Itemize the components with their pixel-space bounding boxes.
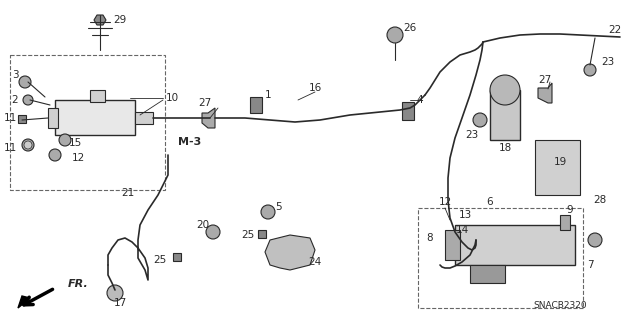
Polygon shape xyxy=(18,296,30,308)
Text: 26: 26 xyxy=(403,23,417,33)
Circle shape xyxy=(19,76,31,88)
Circle shape xyxy=(588,233,602,247)
Text: 10: 10 xyxy=(165,93,179,103)
Text: 28: 28 xyxy=(593,195,607,205)
Bar xyxy=(173,253,181,261)
Circle shape xyxy=(49,149,61,161)
Text: 3: 3 xyxy=(12,70,19,80)
Text: 23: 23 xyxy=(465,130,479,140)
Circle shape xyxy=(24,141,32,149)
Text: 7: 7 xyxy=(587,260,593,270)
Text: 16: 16 xyxy=(308,83,322,93)
Text: 18: 18 xyxy=(499,143,511,153)
Bar xyxy=(55,100,135,135)
Bar xyxy=(250,97,262,113)
Bar xyxy=(135,112,153,124)
Text: 25: 25 xyxy=(154,255,166,265)
Bar xyxy=(490,90,520,140)
Bar xyxy=(455,225,575,265)
Text: 4: 4 xyxy=(417,95,423,105)
Text: 21: 21 xyxy=(122,188,134,198)
Text: 13: 13 xyxy=(458,210,472,220)
Bar xyxy=(470,265,505,283)
Bar xyxy=(90,90,105,102)
Circle shape xyxy=(261,205,275,219)
Text: M-3: M-3 xyxy=(178,137,201,147)
Polygon shape xyxy=(94,15,106,25)
Circle shape xyxy=(584,64,596,76)
Text: 17: 17 xyxy=(113,298,127,308)
Circle shape xyxy=(206,225,220,239)
Circle shape xyxy=(490,75,520,105)
Polygon shape xyxy=(538,83,552,103)
Circle shape xyxy=(107,285,123,301)
Circle shape xyxy=(473,113,487,127)
Text: FR.: FR. xyxy=(68,279,89,289)
Polygon shape xyxy=(202,108,215,128)
Bar xyxy=(418,208,583,308)
Circle shape xyxy=(59,134,71,146)
Circle shape xyxy=(23,95,33,105)
Bar xyxy=(535,140,580,195)
Text: 14: 14 xyxy=(456,225,468,235)
Circle shape xyxy=(22,139,34,151)
Text: SNACB2320: SNACB2320 xyxy=(533,300,587,309)
Text: 19: 19 xyxy=(554,157,566,167)
Text: 22: 22 xyxy=(609,25,621,35)
Bar xyxy=(258,230,266,238)
Text: 2: 2 xyxy=(12,95,19,105)
Bar xyxy=(445,230,460,260)
Bar xyxy=(18,115,26,123)
Bar xyxy=(10,55,165,190)
Text: 11: 11 xyxy=(3,143,17,153)
Bar xyxy=(48,108,58,128)
Text: 12: 12 xyxy=(438,197,452,207)
Text: 25: 25 xyxy=(241,230,255,240)
Text: 24: 24 xyxy=(308,257,322,267)
Text: 12: 12 xyxy=(72,153,84,163)
Circle shape xyxy=(387,27,403,43)
Bar xyxy=(560,215,570,230)
Text: 11: 11 xyxy=(3,113,17,123)
Text: 20: 20 xyxy=(196,220,209,230)
Text: 29: 29 xyxy=(113,15,127,25)
Text: 27: 27 xyxy=(198,98,212,108)
Text: 23: 23 xyxy=(602,57,614,67)
Text: 1: 1 xyxy=(265,90,271,100)
Text: 27: 27 xyxy=(538,75,552,85)
Text: 8: 8 xyxy=(427,233,433,243)
Bar xyxy=(402,102,414,120)
Text: 15: 15 xyxy=(68,138,82,148)
Text: 5: 5 xyxy=(275,202,282,212)
Polygon shape xyxy=(265,235,315,270)
Text: 6: 6 xyxy=(486,197,493,207)
Text: 9: 9 xyxy=(566,205,573,215)
